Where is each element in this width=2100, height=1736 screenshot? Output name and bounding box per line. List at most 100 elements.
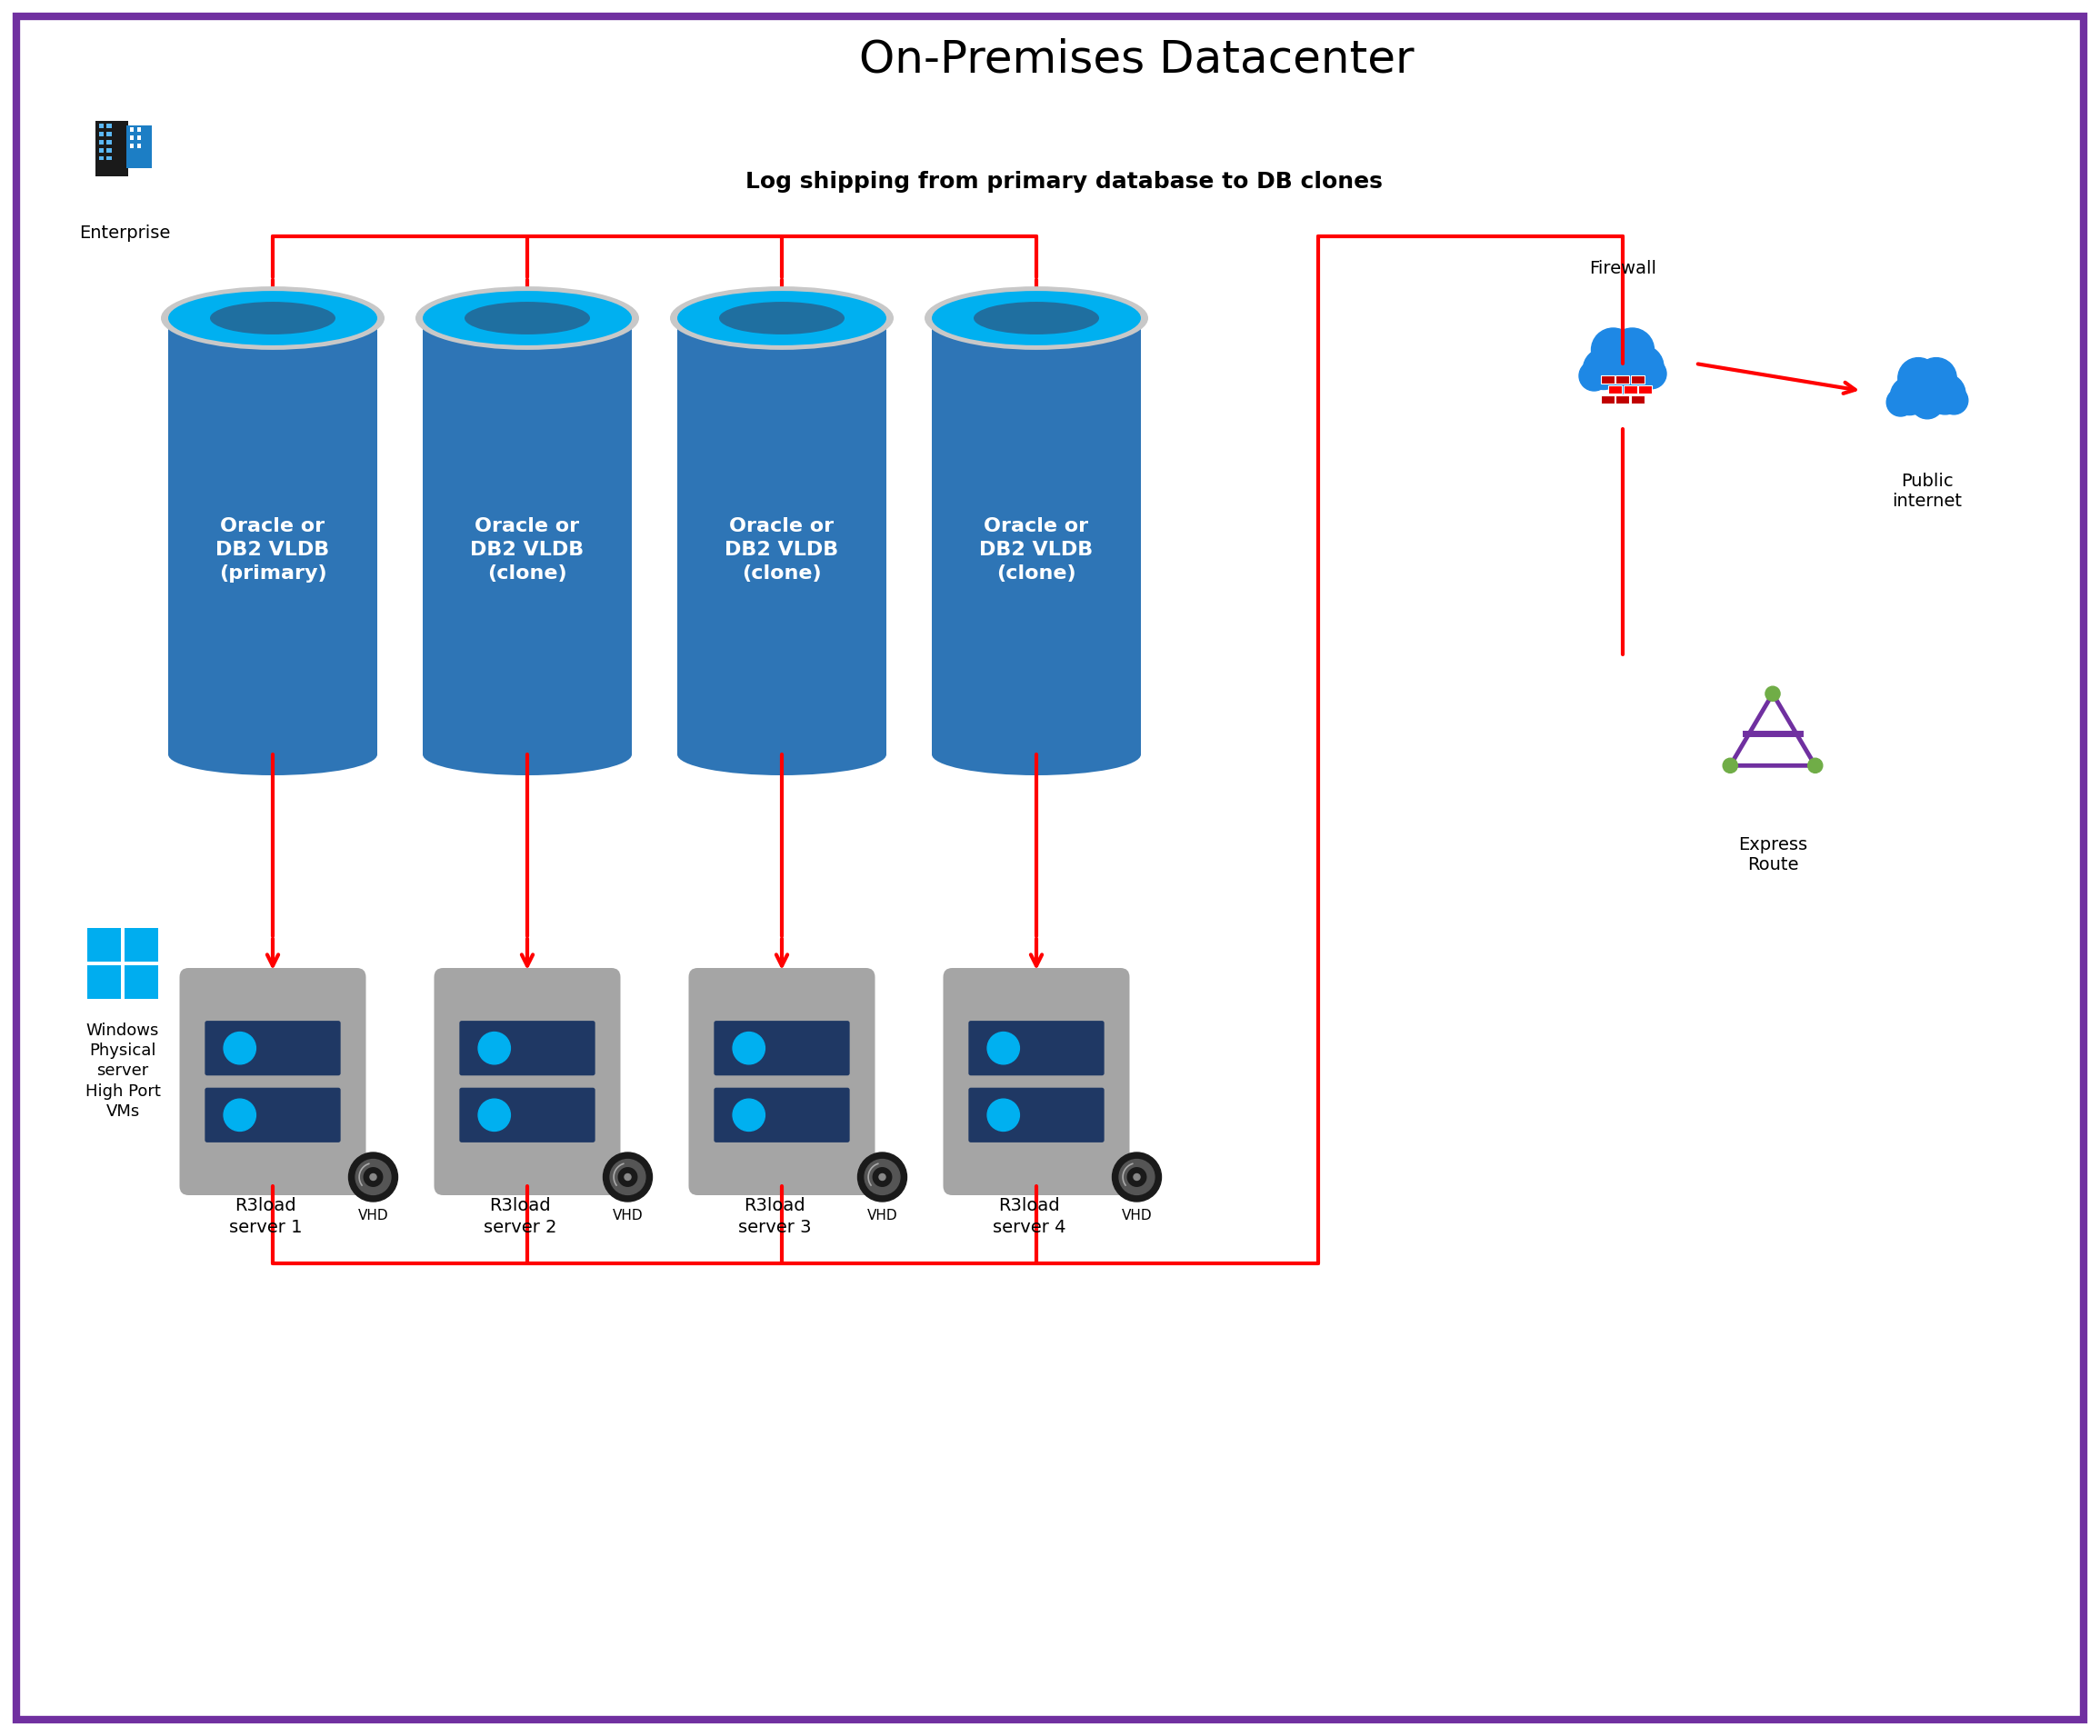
FancyBboxPatch shape	[460, 1021, 594, 1076]
Circle shape	[880, 1174, 886, 1180]
Bar	[678, 318, 886, 755]
Circle shape	[857, 1153, 907, 1201]
Circle shape	[479, 1033, 510, 1064]
Text: VHD: VHD	[1121, 1208, 1153, 1222]
Ellipse shape	[168, 734, 378, 776]
Bar	[168, 318, 378, 755]
Circle shape	[1898, 358, 1938, 399]
Bar	[136, 135, 141, 141]
Ellipse shape	[932, 292, 1140, 345]
Bar	[88, 965, 122, 998]
FancyBboxPatch shape	[689, 969, 876, 1194]
Bar	[136, 127, 141, 132]
Circle shape	[987, 1033, 1019, 1064]
Circle shape	[987, 1099, 1019, 1132]
Text: Oracle or
DB2 VLDB
(clone): Oracle or DB2 VLDB (clone)	[470, 517, 584, 583]
Bar	[99, 141, 103, 144]
Bar	[99, 148, 103, 153]
FancyBboxPatch shape	[460, 1088, 594, 1142]
Text: Oracle or
DB2 VLDB
(clone): Oracle or DB2 VLDB (clone)	[724, 517, 838, 583]
Text: Windows
Physical
server
High Port
VMs: Windows Physical server High Port VMs	[86, 1023, 160, 1120]
Text: Express
Route: Express Route	[1739, 837, 1808, 873]
Circle shape	[1886, 389, 1915, 417]
Bar	[1638, 385, 1653, 394]
Circle shape	[1808, 759, 1823, 773]
Circle shape	[363, 1168, 382, 1186]
Circle shape	[1592, 328, 1636, 372]
FancyBboxPatch shape	[968, 1088, 1105, 1142]
Text: VHD: VHD	[613, 1208, 643, 1222]
Bar	[107, 141, 111, 144]
FancyBboxPatch shape	[179, 969, 365, 1194]
Bar	[99, 132, 103, 137]
Ellipse shape	[678, 292, 886, 345]
Circle shape	[865, 1160, 901, 1194]
Circle shape	[1766, 686, 1781, 701]
Bar	[99, 123, 103, 128]
Bar	[1632, 375, 1644, 384]
Ellipse shape	[162, 286, 384, 351]
Circle shape	[370, 1174, 376, 1180]
Text: Public
internet: Public internet	[1892, 472, 1961, 510]
Text: Log shipping from primary database to DB clones: Log shipping from primary database to DB…	[745, 170, 1382, 193]
Bar	[107, 132, 111, 137]
Bar	[932, 318, 1140, 755]
Circle shape	[1119, 1160, 1155, 1194]
Bar	[130, 144, 134, 148]
Circle shape	[1134, 1174, 1140, 1180]
Circle shape	[617, 1168, 636, 1186]
Bar	[1609, 385, 1621, 394]
Circle shape	[624, 1174, 630, 1180]
Circle shape	[1915, 358, 1957, 399]
FancyBboxPatch shape	[714, 1088, 850, 1142]
Bar	[1632, 394, 1644, 403]
Bar	[94, 122, 128, 175]
Ellipse shape	[422, 734, 632, 776]
Bar	[1600, 394, 1615, 403]
FancyBboxPatch shape	[17, 16, 2083, 1720]
Circle shape	[1903, 363, 1951, 411]
Bar	[107, 156, 111, 160]
Text: On-Premises Datacenter: On-Premises Datacenter	[859, 36, 1413, 82]
Circle shape	[611, 1160, 645, 1194]
Text: R3load
server 1: R3load server 1	[229, 1198, 302, 1236]
Text: Firewall: Firewall	[1590, 260, 1657, 278]
Circle shape	[1940, 387, 1968, 415]
Circle shape	[225, 1099, 256, 1132]
Circle shape	[1911, 385, 1945, 418]
FancyBboxPatch shape	[206, 1088, 340, 1142]
Bar	[136, 144, 141, 148]
Text: R3load
server 4: R3load server 4	[993, 1198, 1065, 1236]
Circle shape	[1722, 759, 1737, 773]
Bar	[124, 965, 158, 998]
FancyBboxPatch shape	[943, 969, 1130, 1194]
Bar	[130, 127, 134, 132]
Bar	[130, 135, 134, 141]
Bar	[1623, 385, 1638, 394]
Circle shape	[1583, 349, 1623, 389]
Circle shape	[349, 1153, 397, 1201]
Text: VHD: VHD	[867, 1208, 897, 1222]
Text: VHD: VHD	[357, 1208, 388, 1222]
Ellipse shape	[974, 302, 1098, 335]
Ellipse shape	[932, 734, 1140, 776]
Bar	[1615, 375, 1630, 384]
FancyBboxPatch shape	[968, 1021, 1105, 1076]
Bar	[107, 148, 111, 153]
Bar	[107, 123, 111, 128]
Circle shape	[1619, 345, 1663, 389]
Circle shape	[1128, 1168, 1147, 1186]
Circle shape	[733, 1099, 764, 1132]
Circle shape	[603, 1153, 653, 1201]
Bar	[88, 929, 122, 962]
Ellipse shape	[168, 292, 378, 345]
Ellipse shape	[718, 302, 844, 335]
Text: Enterprise: Enterprise	[80, 224, 170, 241]
Text: R3load
server 2: R3load server 2	[483, 1198, 557, 1236]
Circle shape	[1604, 358, 1640, 394]
Circle shape	[1596, 335, 1648, 385]
FancyBboxPatch shape	[435, 969, 619, 1194]
Circle shape	[225, 1033, 256, 1064]
Ellipse shape	[678, 734, 886, 776]
Circle shape	[1890, 377, 1928, 415]
